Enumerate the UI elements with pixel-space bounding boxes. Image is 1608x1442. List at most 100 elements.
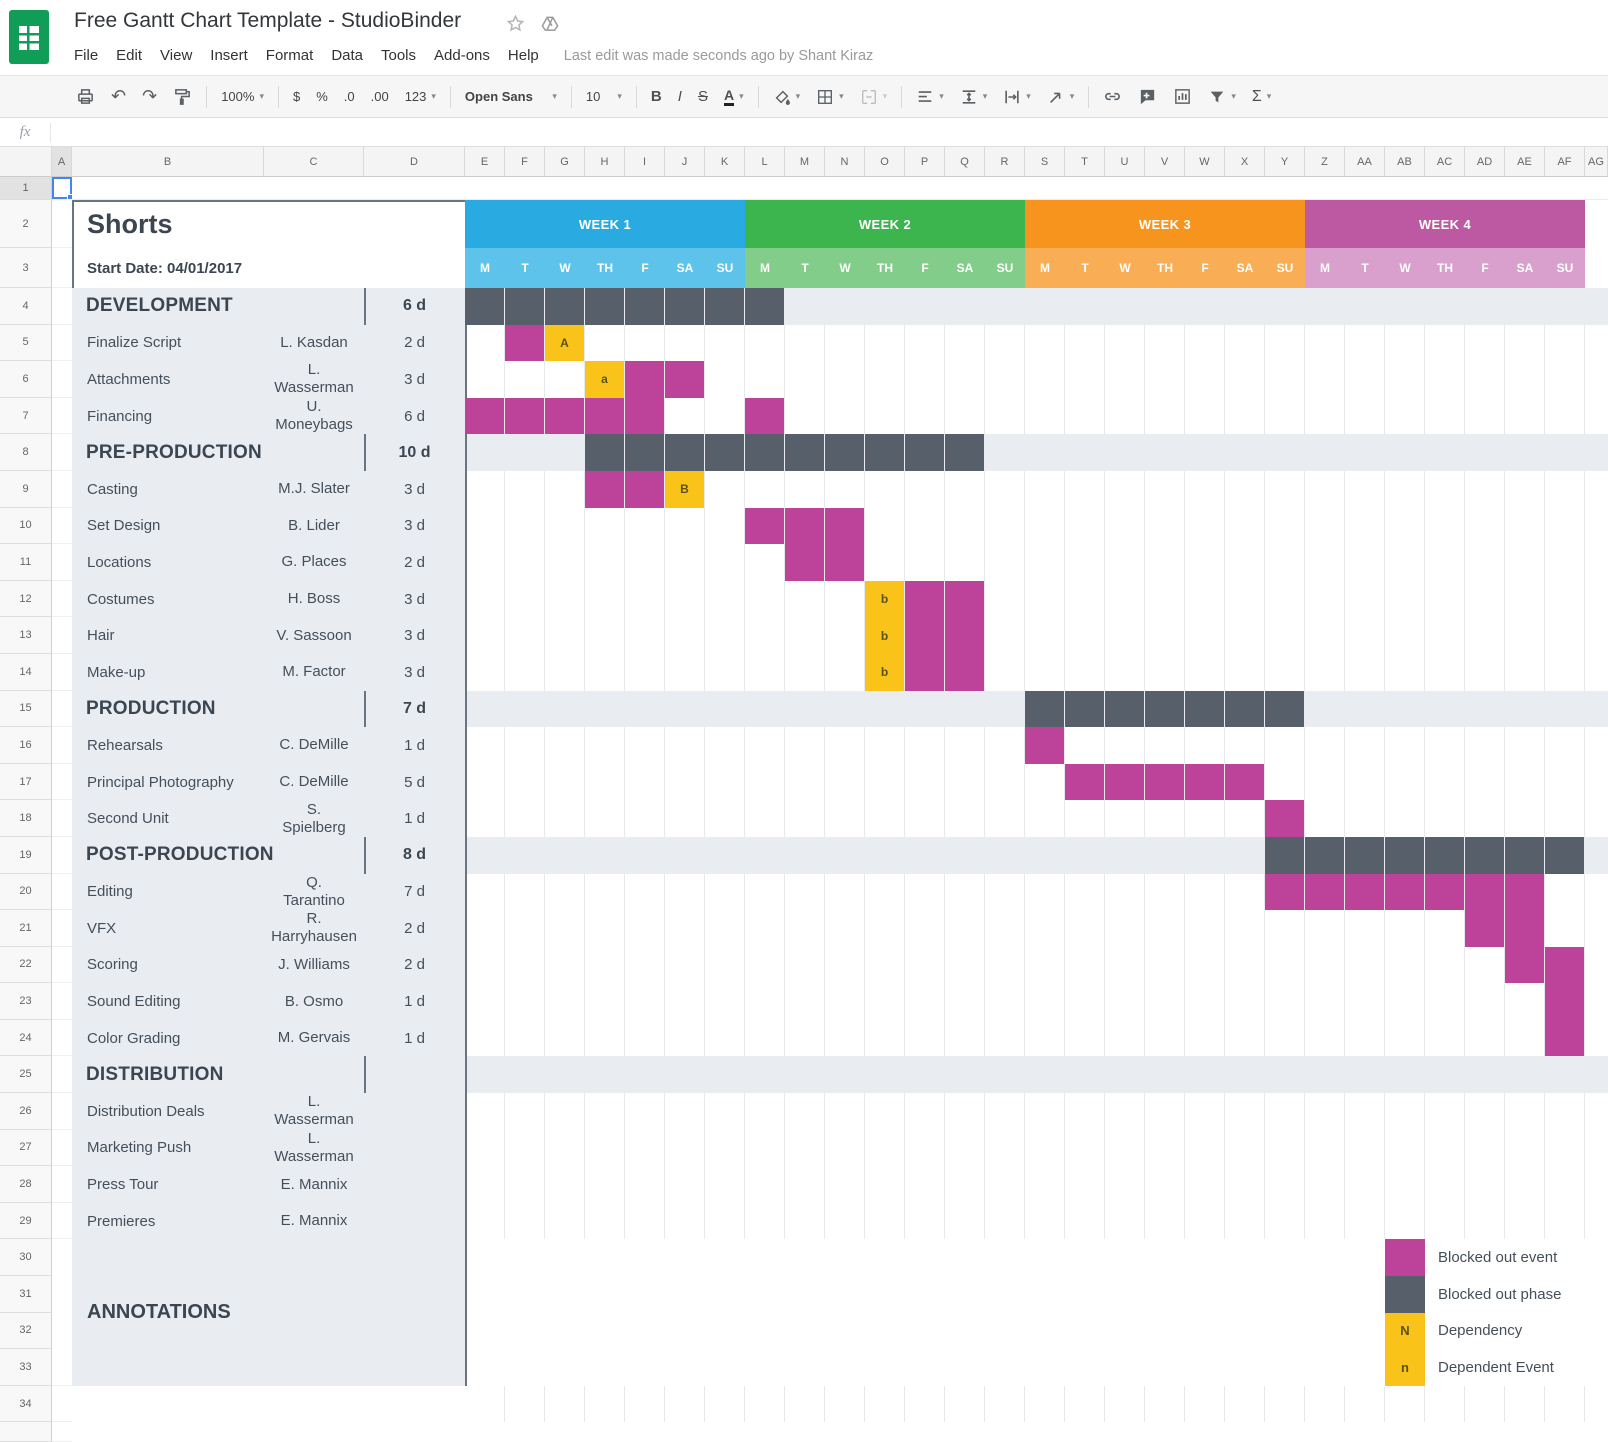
- task-duration-cell[interactable]: 5 d: [364, 763, 465, 801]
- gantt-event-cell[interactable]: [1105, 763, 1144, 801]
- print-icon[interactable]: [68, 83, 103, 111]
- gantt-phase-cell[interactable]: [745, 288, 784, 325]
- column-header-AF[interactable]: AF: [1545, 147, 1585, 177]
- gantt-event-cell[interactable]: [905, 653, 944, 691]
- bold-button[interactable]: B: [650, 88, 662, 105]
- day-header-V[interactable]: TH: [1145, 248, 1185, 288]
- gantt-event-cell[interactable]: [1185, 763, 1224, 801]
- gantt-phase-cell[interactable]: [1065, 690, 1104, 728]
- task-name-cell[interactable]: Sound Editing: [72, 983, 264, 1020]
- cell-A17[interactable]: [52, 763, 72, 801]
- day-header-E[interactable]: M: [465, 248, 505, 288]
- insert-link-icon[interactable]: [1095, 83, 1130, 111]
- cell-A23[interactable]: [52, 983, 72, 1020]
- task-name-cell[interactable]: Press Tour: [72, 1166, 264, 1203]
- gantt-event-cell[interactable]: [1065, 763, 1104, 801]
- task-assignee-cell[interactable]: B. Lider: [264, 507, 364, 545]
- cell-A9[interactable]: [52, 470, 72, 508]
- text-wrap-button[interactable]: ▾: [995, 83, 1039, 111]
- column-header-P[interactable]: P: [905, 147, 945, 177]
- section-duration-cell[interactable]: 10 d: [364, 434, 465, 471]
- document-title[interactable]: Free Gantt Chart Template - StudioBinder: [74, 9, 462, 32]
- row-header-26[interactable]: 26: [0, 1093, 52, 1130]
- day-header-Y[interactable]: SU: [1265, 248, 1305, 288]
- gantt-dependency-cell[interactable]: B: [665, 470, 704, 508]
- gantt-phase-cell[interactable]: [745, 434, 784, 471]
- row-header-9[interactable]: 9: [0, 470, 52, 508]
- column-header-Q[interactable]: Q: [945, 147, 985, 177]
- task-assignee-cell[interactable]: C. DeMille: [264, 727, 364, 764]
- undo-icon[interactable]: ↶: [111, 86, 127, 106]
- row-header-33[interactable]: 33: [0, 1349, 52, 1386]
- row-header-35[interactable]: [0, 1422, 52, 1442]
- sheets-logo-icon[interactable]: [9, 10, 49, 69]
- task-assignee-cell[interactable]: J. Williams: [264, 946, 364, 984]
- format-percent-button[interactable]: %: [316, 89, 328, 104]
- column-header-G[interactable]: G: [545, 147, 585, 177]
- task-duration-cell[interactable]: 3 d: [364, 617, 465, 654]
- gantt-phase-cell[interactable]: [1025, 690, 1064, 728]
- task-assignee-cell[interactable]: U. Moneybags: [264, 397, 364, 435]
- task-assignee-cell[interactable]: H. Boss: [264, 580, 364, 618]
- column-header-D[interactable]: D: [364, 147, 465, 177]
- gantt-event-cell[interactable]: [945, 617, 984, 654]
- gantt-phase-cell[interactable]: [1545, 836, 1584, 874]
- gantt-event-cell[interactable]: [825, 544, 864, 581]
- column-header-AA[interactable]: AA: [1345, 147, 1385, 177]
- row-header-32[interactable]: 32: [0, 1312, 52, 1350]
- task-name-cell[interactable]: Scoring: [72, 946, 264, 984]
- section-name-cell[interactable]: DISTRIBUTION: [72, 1056, 364, 1094]
- gantt-phase-cell[interactable]: [1385, 836, 1424, 874]
- day-header-P[interactable]: F: [905, 248, 945, 288]
- day-header-AA[interactable]: T: [1345, 248, 1385, 288]
- gantt-event-cell[interactable]: [1145, 763, 1184, 801]
- gantt-event-cell[interactable]: [825, 507, 864, 545]
- gantt-event-cell[interactable]: [665, 361, 704, 398]
- task-assignee-cell[interactable]: L. Wasserman: [264, 1093, 364, 1130]
- gantt-phase-cell[interactable]: [1265, 690, 1304, 728]
- column-header-E[interactable]: E: [465, 147, 505, 177]
- zoom-select[interactable]: 100% ▾: [221, 89, 264, 104]
- gantt-dependency-cell[interactable]: A: [545, 324, 584, 362]
- day-header-F[interactable]: T: [505, 248, 545, 288]
- task-name-cell[interactable]: Set Design: [72, 507, 264, 545]
- insert-comment-icon[interactable]: [1130, 83, 1165, 111]
- gantt-phase-cell[interactable]: [1345, 836, 1384, 874]
- font-size-select[interactable]: 10 ▾: [585, 89, 622, 104]
- cell-A19[interactable]: [52, 836, 72, 874]
- gantt-event-cell[interactable]: [465, 397, 504, 435]
- day-header-N[interactable]: W: [825, 248, 865, 288]
- gantt-phase-cell[interactable]: [545, 288, 584, 325]
- borders-button[interactable]: ▾: [808, 83, 852, 111]
- gantt-event-cell[interactable]: [1505, 873, 1544, 911]
- gantt-event-cell[interactable]: [1465, 910, 1504, 947]
- insert-chart-icon[interactable]: [1165, 83, 1200, 111]
- column-header-H[interactable]: H: [585, 147, 625, 177]
- task-name-cell[interactable]: Finalize Script: [72, 324, 264, 362]
- task-duration-cell[interactable]: [364, 1202, 465, 1240]
- row-header-1[interactable]: 1: [0, 177, 52, 200]
- gantt-event-cell[interactable]: [745, 507, 784, 545]
- task-duration-cell[interactable]: 3 d: [364, 470, 465, 508]
- row-header-14[interactable]: 14: [0, 653, 52, 691]
- task-assignee-cell[interactable]: M. Factor: [264, 653, 364, 691]
- gantt-event-cell[interactable]: [1425, 873, 1464, 911]
- column-header-A[interactable]: A: [52, 147, 72, 177]
- row-header-11[interactable]: 11: [0, 544, 52, 581]
- row-header-4[interactable]: 4: [0, 288, 52, 325]
- column-header-Z[interactable]: Z: [1305, 147, 1345, 177]
- gantt-phase-cell[interactable]: [625, 288, 664, 325]
- star-icon[interactable]: [506, 14, 525, 38]
- row-header-3[interactable]: 3: [0, 248, 52, 288]
- column-header-W[interactable]: W: [1185, 147, 1225, 177]
- gantt-phase-cell[interactable]: [1225, 690, 1264, 728]
- horizontal-align-button[interactable]: ▾: [908, 83, 952, 111]
- gantt-event-cell[interactable]: [1505, 946, 1544, 984]
- merge-cells-button[interactable]: ▾: [852, 83, 896, 111]
- week-header-4[interactable]: WEEK 4: [1305, 200, 1585, 248]
- column-header-C[interactable]: C: [264, 147, 364, 177]
- gantt-event-cell[interactable]: [745, 397, 784, 435]
- cell-A8[interactable]: [52, 434, 72, 471]
- column-header-S[interactable]: S: [1025, 147, 1065, 177]
- cell-A11[interactable]: [52, 544, 72, 581]
